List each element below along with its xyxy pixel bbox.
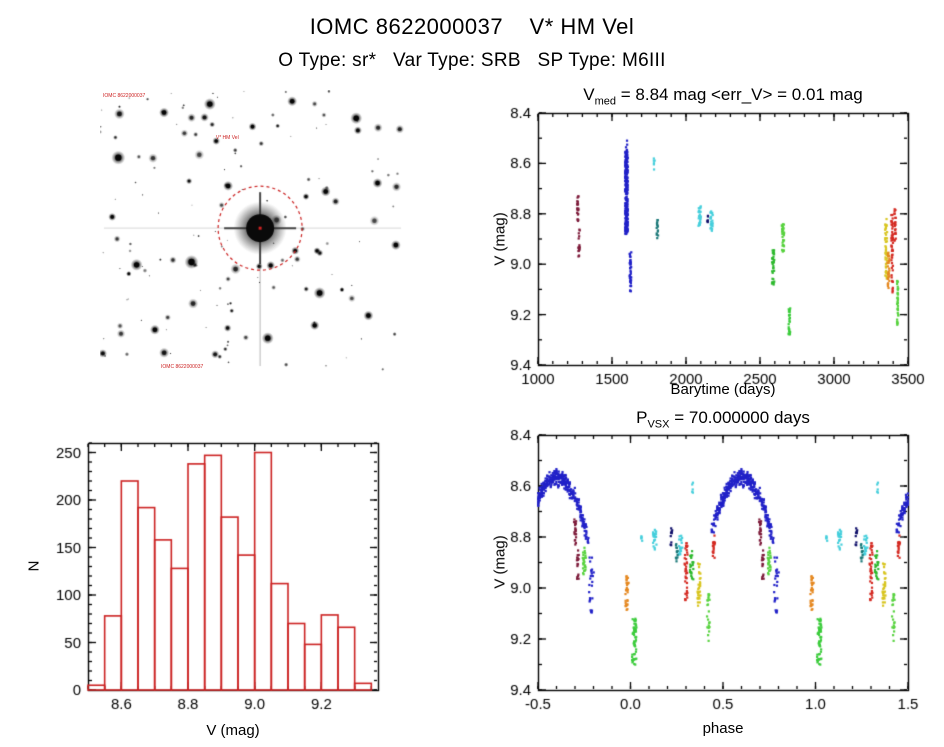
finding-chart: IOMC 8622000037 V* HM Vel IOMC 862200003… — [100, 90, 405, 372]
phase-title-rest: = 70.000000 days — [669, 408, 810, 427]
phase-title-sub: VSX — [647, 418, 670, 431]
lightcurve-title: Vmed = 8.84 mag <err_V> = 0.01 mag — [530, 85, 916, 107]
phase-xlabel: phase — [702, 720, 744, 737]
finding-chart-target-label: V* HM Vel — [215, 135, 239, 142]
lightcurve-xlabel: Barytime (days) — [670, 381, 776, 398]
finding-chart-corner-label: IOMC 8622000037 — [103, 93, 146, 99]
starfield-image — [100, 90, 405, 372]
lightcurve-chart: Vmed = 8.84 mag <err_V> = 0.01 mag V (ma… — [470, 85, 944, 415]
histogram-ylabel: N — [25, 560, 43, 572]
phase-ylabel: V (mag) — [491, 535, 509, 589]
histogram-canvas — [20, 430, 440, 747]
phase-canvas — [470, 408, 944, 747]
phase-title: PVSX = 70.000000 days — [530, 408, 916, 430]
histogram-chart: N V (mag) — [20, 430, 440, 747]
histogram-xlabel: V (mag) — [206, 722, 260, 739]
page-subtitle: O Type: sr* Var Type: SRB SP Type: M6III — [278, 50, 666, 71]
lightcurve-title-prefix: V — [583, 85, 595, 104]
page-title: IOMC 8622000037 V* HM Vel — [309, 14, 635, 39]
lightcurve-canvas — [470, 85, 944, 415]
phase-chart: PVSX = 70.000000 days V (mag) phase — [470, 408, 944, 747]
lightcurve-title-rest: = 8.84 mag <err_V> = 0.01 mag — [616, 85, 863, 104]
phase-title-prefix: P — [636, 408, 648, 427]
lightcurve-ylabel: V (mag) — [491, 212, 509, 266]
finding-chart-bottom-label: IOMC 8622000037 — [161, 364, 204, 370]
lightcurve-title-sub: med — [594, 95, 617, 108]
